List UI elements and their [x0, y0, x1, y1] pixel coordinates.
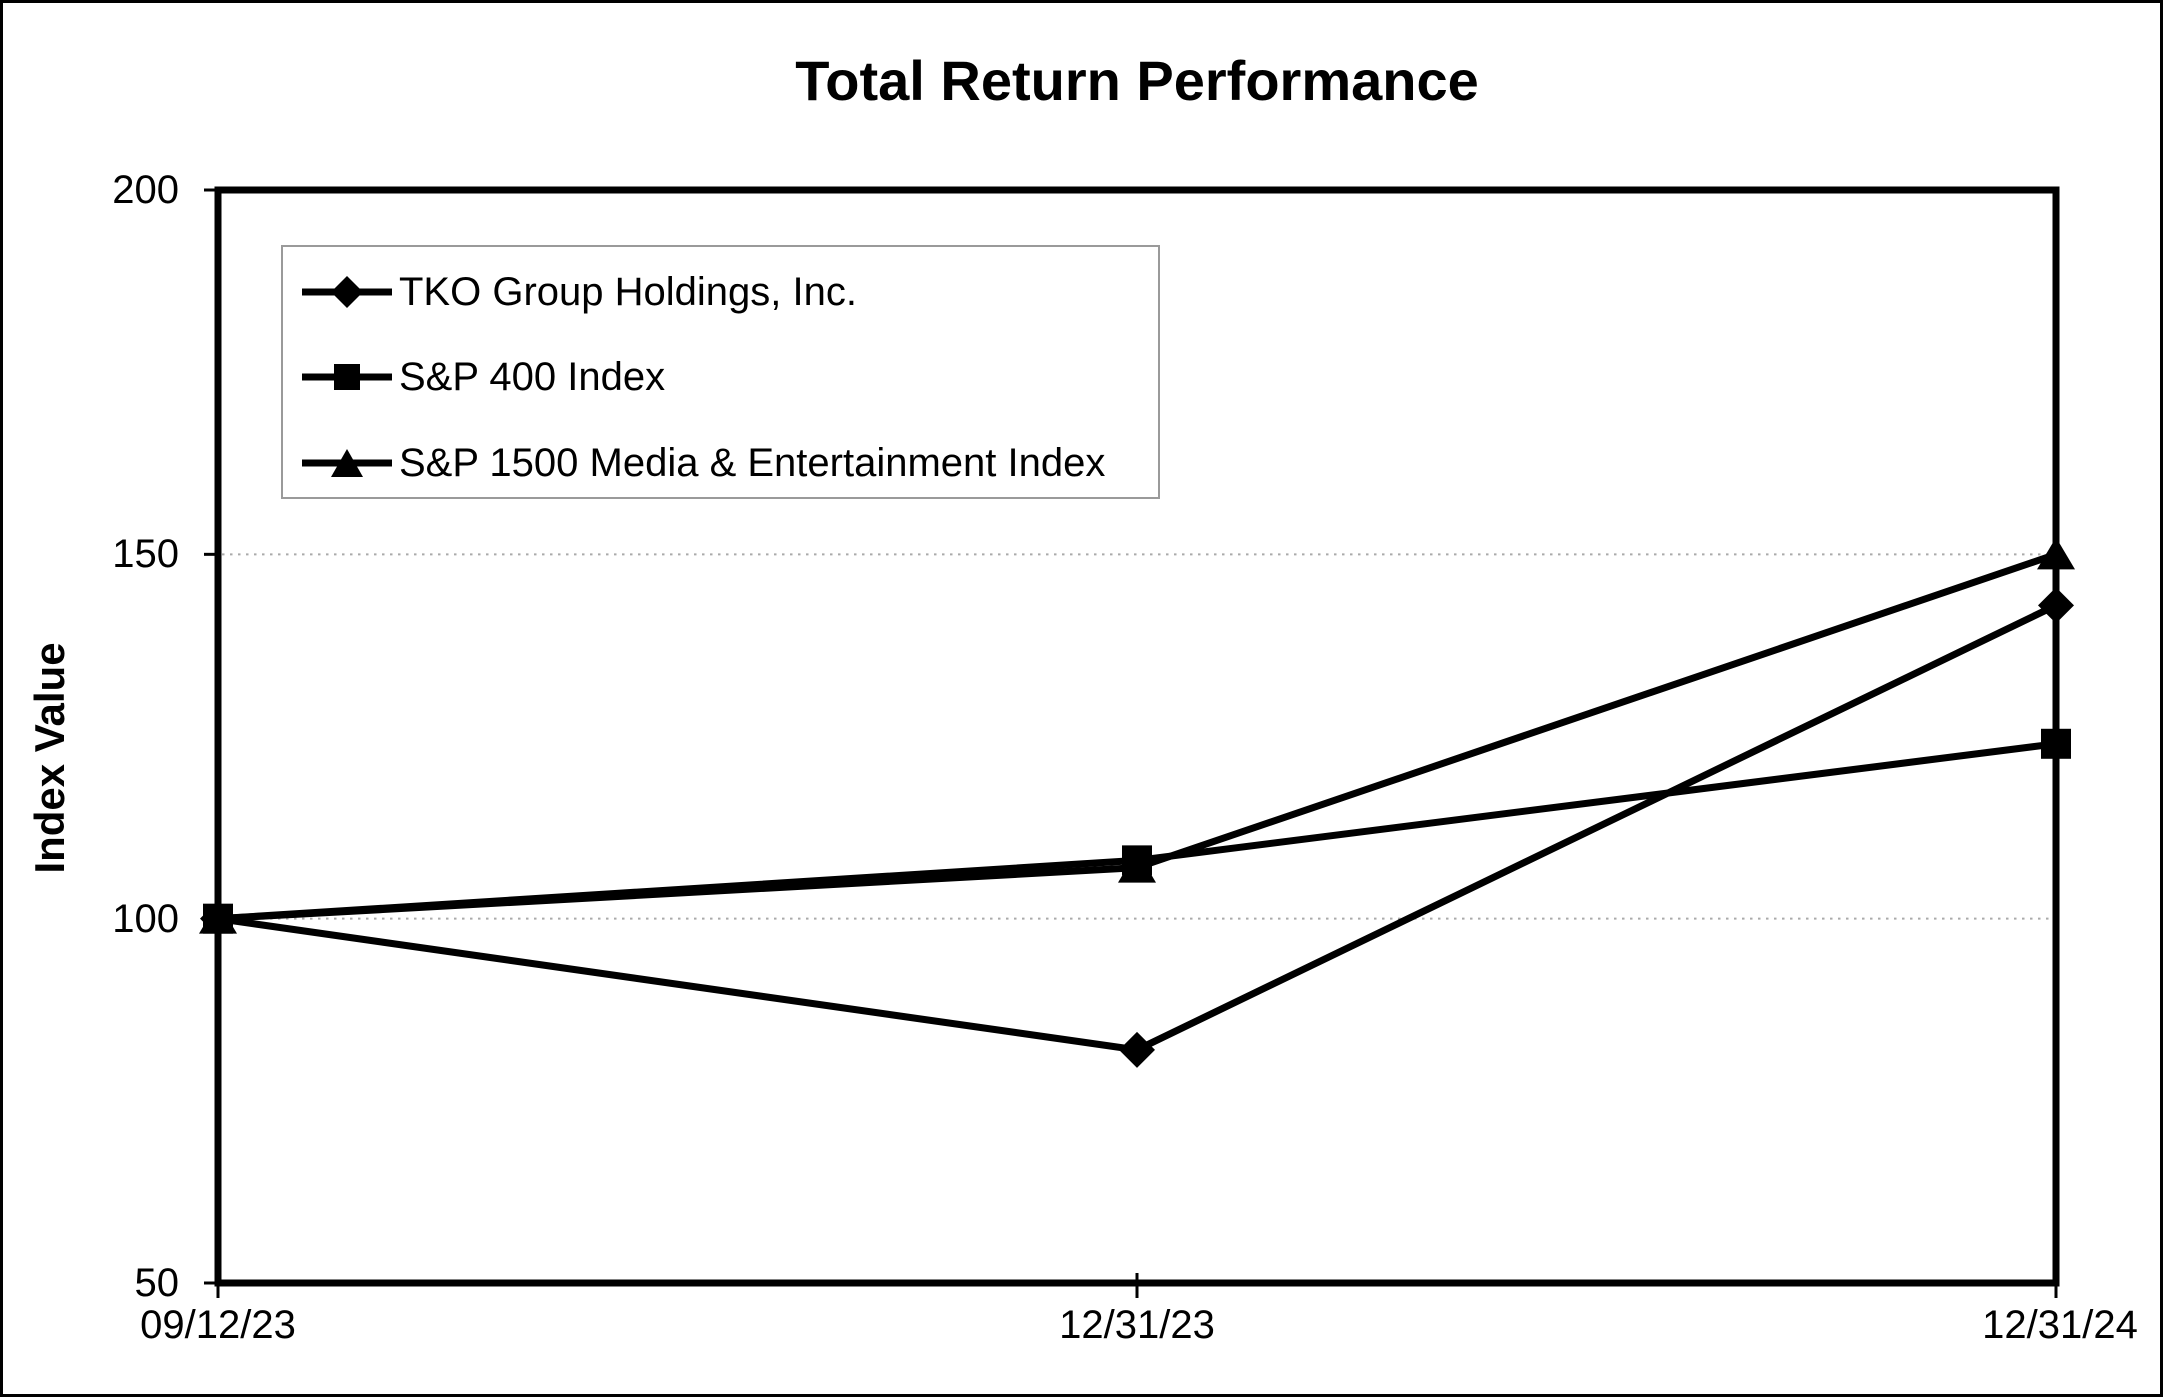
diamond-marker — [2038, 587, 2074, 624]
x-tick-label: 12/31/24 — [1982, 1303, 2138, 1347]
y-tick-label: 200 — [112, 168, 179, 212]
triangle-marker-glyph — [302, 449, 392, 477]
square-marker-glyph — [302, 364, 392, 390]
square-marker-icon — [301, 359, 393, 395]
legend-item-sp1500: S&P 1500 Media & Entertainment Index — [301, 443, 1105, 483]
y-tick-label: 100 — [112, 896, 179, 941]
x-tick-label: 12/31/23 — [1059, 1303, 1215, 1347]
legend-item-sp400: S&P 400 Index — [301, 357, 665, 397]
square-marker — [1122, 845, 1152, 876]
square-marker — [2041, 728, 2071, 759]
legend-label: S&P 400 Index — [399, 355, 666, 399]
square-marker — [203, 903, 233, 934]
diamond-marker-icon — [301, 274, 393, 310]
triangle-marker-icon — [301, 445, 393, 481]
series-line-0 — [217, 602, 2058, 1054]
series-line-1 — [217, 740, 2057, 923]
legend-item-tko: TKO Group Holdings, Inc. — [301, 272, 857, 312]
square-marker — [334, 364, 360, 390]
x-tick-label: 09/12/23 — [140, 1303, 296, 1347]
diamond-marker — [331, 276, 363, 308]
diamond-marker — [1119, 1031, 1155, 1068]
triangle-marker — [331, 449, 363, 477]
y-tick-label: 50 — [134, 1261, 180, 1305]
plot-area — [199, 186, 2075, 1298]
chart-title: Total Return Performance — [795, 49, 1479, 112]
diamond-marker-glyph — [302, 276, 392, 308]
legend: TKO Group Holdings, Inc. S&P 400 Index S… — [281, 245, 1160, 499]
triangle-marker — [2037, 537, 2075, 570]
legend-label: TKO Group Holdings, Inc. — [399, 270, 857, 314]
y-tick-label: 150 — [112, 532, 179, 577]
legend-label: S&P 1500 Media & Entertainment Index — [399, 441, 1106, 485]
